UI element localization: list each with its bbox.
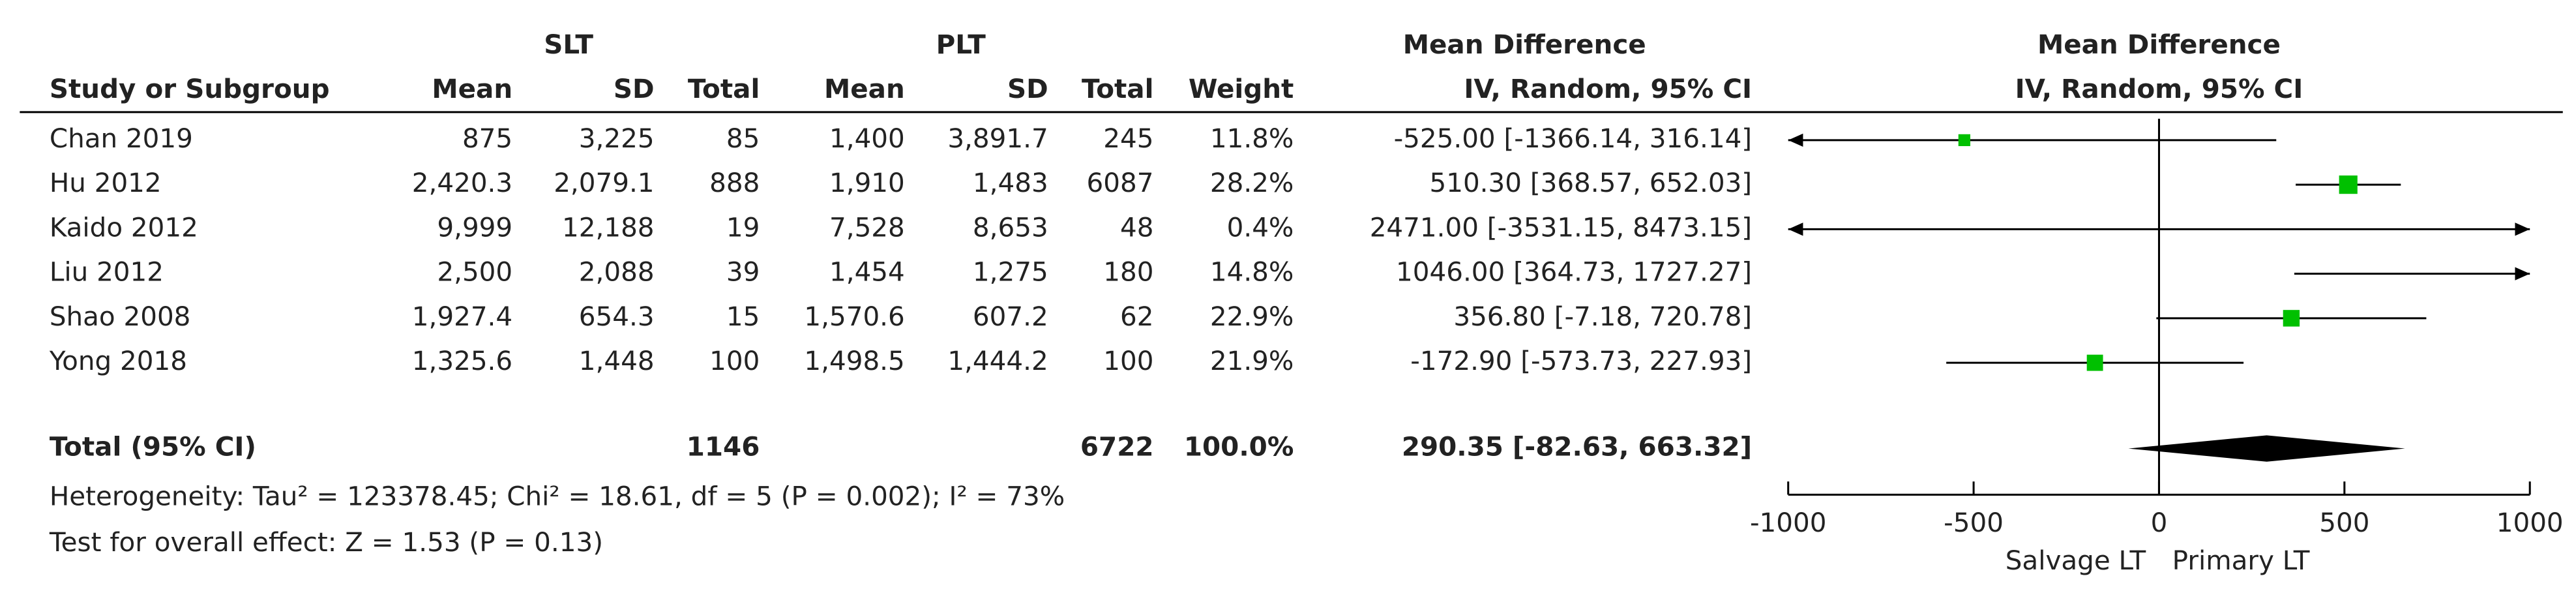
summary-diamond [2128,435,2405,462]
cell: 1,910 [829,167,905,198]
cell: 510.30 [368.57, 652.03] [1429,167,1752,198]
cell: 6087 [1087,167,1154,198]
group-header: Mean Difference [2037,29,2281,60]
cell: 1,444.2 [947,345,1048,376]
cell: 21.9% [1210,345,1294,376]
cell: 2,088 [579,256,655,288]
cell: 28.2% [1210,167,1294,198]
cell: 1046.00 [364.73, 1727.27] [1396,256,1752,288]
study-name: Kaido 2012 [50,211,198,243]
cell: 888 [709,167,760,198]
total-cell: 290.35 [-82.63, 663.32] [1402,431,1752,462]
effect-square [2086,354,2103,371]
study-name: Hu 2012 [50,167,162,198]
group-header: SLT [544,29,593,60]
study-name: Shao 2008 [50,301,191,332]
cell: 7,528 [829,211,905,243]
effect-square [2339,175,2358,194]
cell: 9,999 [437,211,512,243]
cell: 2471.00 [-3531.15, 8473.15] [1370,211,1752,243]
cell: 356.80 [-7.18, 720.78] [1453,301,1752,332]
effect-square [1958,134,1970,146]
cell: 3,225 [579,123,655,154]
cell: 100 [709,345,760,376]
cell: 1,927.4 [412,301,512,332]
cell: 2,079.1 [554,167,654,198]
cell: 1,325.6 [412,345,512,376]
cell: 1,275 [973,256,1048,288]
cell: 15 [726,301,760,332]
cell: 1,570.6 [804,301,904,332]
column-header: SD [1007,73,1048,104]
cell: -525.00 [-1366.14, 316.14] [1394,123,1753,154]
study-name: Chan 2019 [50,123,193,154]
footnote: Heterogeneity: Tau² = 123378.45; Chi² = … [50,480,1065,511]
cell: 2,420.3 [412,167,512,198]
study-name: Yong 2018 [49,345,187,376]
effect-square [2283,310,2300,327]
x-tick-label: 0 [2151,507,2168,538]
total-cell: 100.0% [1184,431,1294,462]
x-tick-label: -500 [1944,507,2004,538]
cell: 22.9% [1210,301,1294,332]
column-header: Study or Subgroup [50,73,330,104]
cell: 14.8% [1210,256,1294,288]
cell: 654.3 [579,301,655,332]
cell: 62 [1120,301,1153,332]
cell: 11.8% [1210,123,1294,154]
cell: -172.90 [-573.73, 227.93] [1410,345,1752,376]
cell: 180 [1103,256,1153,288]
column-header: Mean [432,73,512,104]
cell: 48 [1120,211,1153,243]
total-cell: 6722 [1080,431,1154,462]
cell: 12,188 [562,211,655,243]
column-header: IV, Random, 95% CI [2015,73,2303,104]
study-name: Liu 2012 [50,256,164,288]
study-marks [2294,273,2530,275]
cell: 1,448 [579,345,655,376]
column-header: Mean [824,73,905,104]
cell: 0.4% [1227,211,1294,243]
total-name: Total (95% CI) [50,431,256,462]
cell: 1,454 [829,256,905,288]
footnote: Test for overall effect: Z = 1.53 (P = 0… [49,526,603,558]
ci-arrow [2515,222,2530,236]
x-tick-label: -1000 [1750,507,1827,538]
column-header: IV, Random, 95% CI [1464,73,1752,104]
cell: 607.2 [973,301,1048,332]
ci-arrow [1788,133,1803,147]
cell: 1,400 [829,123,905,154]
column-header: Total [688,73,760,104]
total-cell: 1146 [687,431,760,462]
cell: 875 [462,123,512,154]
group-header: Mean Difference [1403,29,1646,60]
cell: 1,498.5 [804,345,904,376]
ci-arrow [1788,222,1803,236]
column-header: Weight [1189,73,1294,104]
cell: 2,500 [437,256,512,288]
cell: 245 [1103,123,1153,154]
favours-label: Primary LT [2172,545,2310,576]
study-marks [2156,310,2427,327]
cell: 8,653 [973,211,1048,243]
cell: 3,891.7 [947,123,1048,154]
cell: 100 [1103,345,1153,376]
column-header: SD [614,73,655,104]
favours-label: Salvage LT [2006,545,2146,576]
study-marks [1788,134,2277,146]
group-header: PLT [936,29,986,60]
cell: 1,483 [973,167,1048,198]
x-tick-label: 500 [2319,507,2369,538]
cell: 39 [726,256,760,288]
column-header: Total [1082,73,1153,104]
study-marks [1946,354,2244,371]
cell: 85 [726,123,760,154]
x-tick-label: 1000 [2496,507,2564,538]
study-marks [2296,175,2401,194]
ci-arrow [2515,267,2530,280]
cell: 19 [726,211,760,243]
